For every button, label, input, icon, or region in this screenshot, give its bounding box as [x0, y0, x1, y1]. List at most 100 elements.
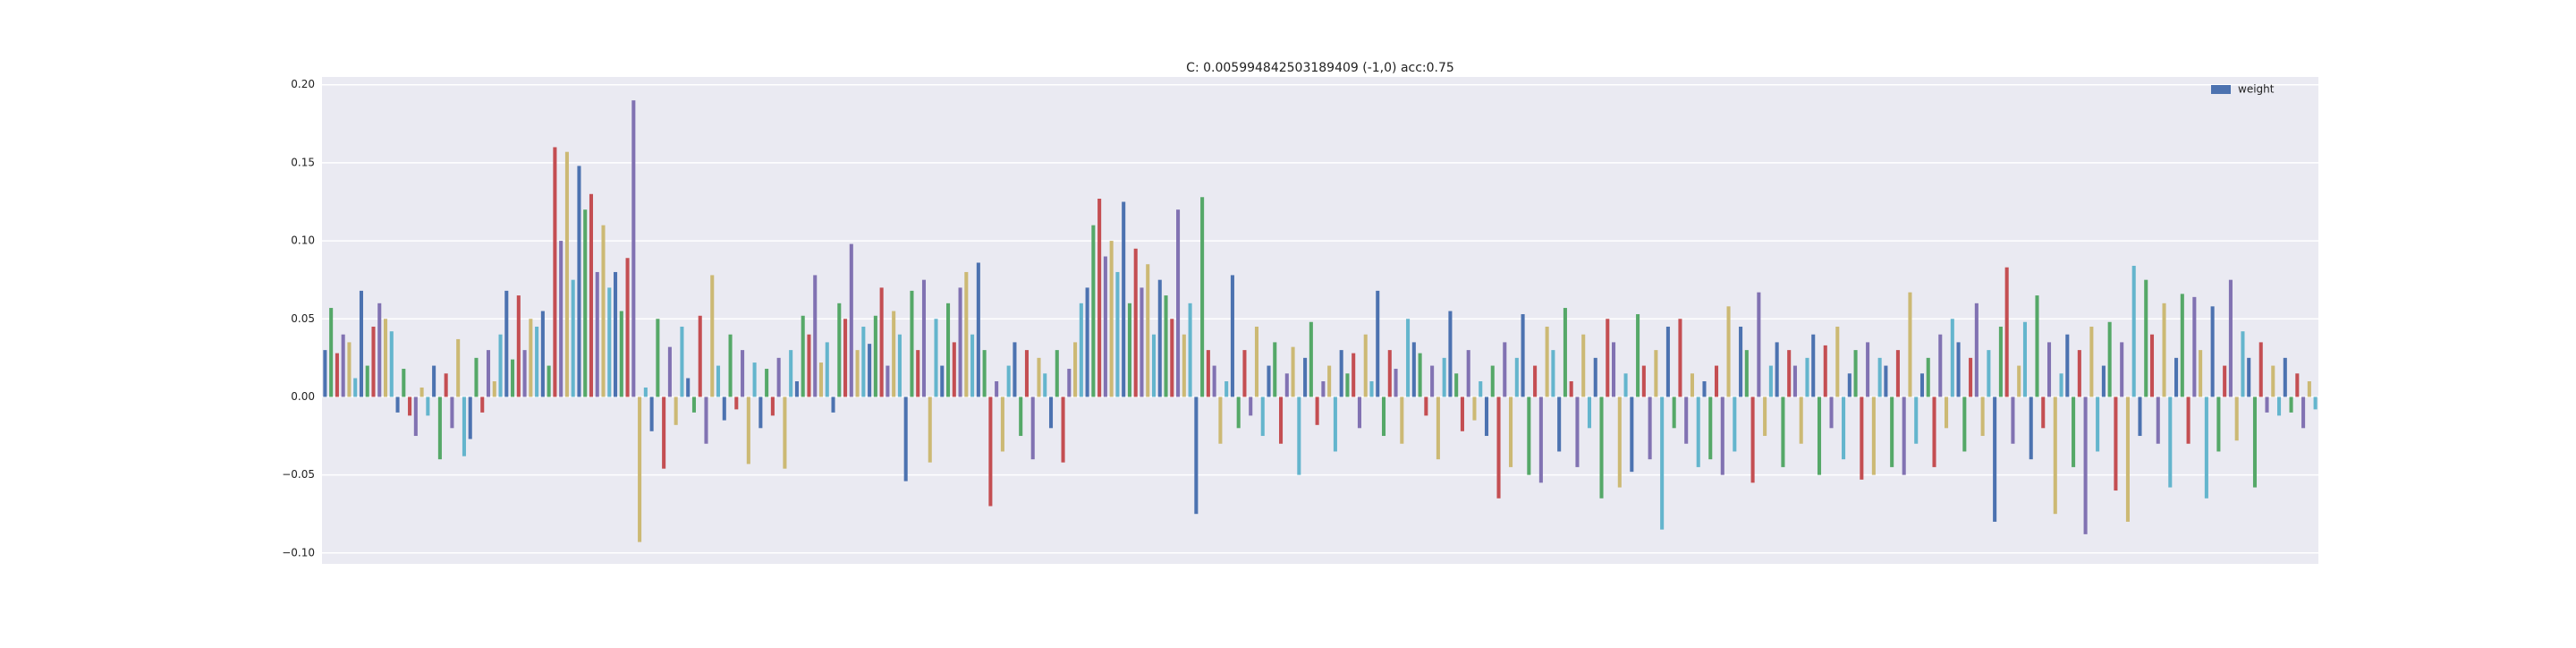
y-tick-label: −0.10	[282, 546, 315, 558]
bar	[1660, 396, 1665, 530]
bar	[1998, 326, 2003, 397]
bar	[1182, 334, 1186, 397]
bar	[1000, 396, 1004, 452]
y-tick-label: −0.05	[282, 468, 315, 481]
bar	[964, 271, 969, 397]
bar	[818, 362, 824, 397]
bar	[474, 357, 479, 397]
bar	[1781, 396, 1785, 467]
bar	[765, 369, 769, 397]
bar	[1097, 199, 1102, 397]
bar	[1866, 342, 1870, 397]
bar	[1418, 353, 1422, 397]
bar	[1242, 350, 1247, 397]
bar	[437, 396, 442, 460]
bar	[1363, 334, 1368, 397]
bar	[1048, 396, 1054, 429]
bar	[1533, 365, 1538, 397]
bar	[571, 279, 575, 397]
bar	[583, 209, 588, 397]
bar	[1006, 365, 1011, 397]
bar	[934, 319, 938, 397]
bar	[1956, 342, 1961, 397]
bar	[1019, 396, 1023, 437]
bar	[1381, 396, 1386, 437]
bar	[1744, 350, 1749, 397]
bar	[1267, 365, 1271, 397]
bar	[1454, 373, 1459, 397]
bar	[1551, 350, 1555, 397]
bar	[1369, 381, 1374, 397]
bar	[1871, 396, 1876, 475]
bar	[1787, 350, 1792, 397]
bar	[1739, 326, 1743, 397]
bar	[1877, 357, 1882, 397]
bar	[734, 396, 739, 410]
bar	[2313, 396, 2318, 410]
bar	[2035, 295, 2039, 397]
bar	[868, 344, 872, 397]
bar	[607, 287, 612, 397]
bar	[456, 338, 461, 397]
bar	[468, 396, 472, 439]
chart-title: C: 0.005994842503189409 (-1,0) acc:0.75	[1186, 61, 1454, 75]
bar	[1811, 334, 1816, 397]
bar	[529, 319, 533, 397]
bar	[2131, 265, 2136, 397]
bar	[643, 387, 648, 397]
bar	[1538, 396, 1543, 483]
bar	[2096, 396, 2100, 452]
bar	[601, 225, 606, 397]
bar	[1115, 271, 1120, 397]
bar	[559, 241, 564, 397]
legend-swatch	[2211, 85, 2231, 94]
bar	[1103, 256, 1107, 397]
bar	[1750, 396, 1755, 483]
bar	[353, 378, 358, 397]
bar	[462, 396, 466, 456]
bar	[2120, 342, 2124, 397]
bar	[377, 303, 382, 397]
bar	[886, 365, 890, 397]
bar	[577, 166, 581, 397]
bar	[329, 308, 334, 397]
bar	[903, 396, 908, 482]
bar	[1563, 308, 1567, 397]
bar	[921, 279, 927, 397]
bar	[516, 295, 521, 397]
bar	[892, 311, 896, 397]
bar	[1400, 396, 1404, 444]
bar	[1394, 369, 1398, 397]
bar	[1333, 396, 1337, 452]
bar	[1890, 396, 1894, 467]
bar	[1509, 396, 1513, 467]
bar	[1987, 350, 1991, 397]
bar	[1612, 342, 1616, 397]
bar	[1980, 396, 1985, 437]
bar	[2204, 396, 2208, 499]
bar	[916, 350, 920, 397]
bar	[825, 342, 829, 397]
bar	[1484, 396, 1489, 437]
bar	[662, 396, 666, 469]
bar	[1842, 396, 1846, 460]
bar	[940, 365, 945, 397]
bar	[1206, 350, 1210, 397]
bar	[2083, 396, 2088, 534]
bar	[982, 350, 987, 397]
bar	[341, 334, 345, 397]
y-tick-label: 0.10	[291, 234, 315, 247]
bar	[2059, 373, 2063, 397]
bar	[2138, 396, 2142, 437]
bar	[1194, 396, 1199, 515]
bar	[2089, 326, 2094, 397]
bar	[432, 365, 436, 397]
bar	[1376, 290, 1380, 397]
bar	[1345, 373, 1350, 397]
bar	[691, 396, 696, 413]
bar	[1043, 373, 1047, 397]
bar	[1109, 241, 1114, 397]
bar	[1200, 197, 1205, 397]
bar	[1823, 345, 1827, 397]
bar	[794, 381, 799, 397]
